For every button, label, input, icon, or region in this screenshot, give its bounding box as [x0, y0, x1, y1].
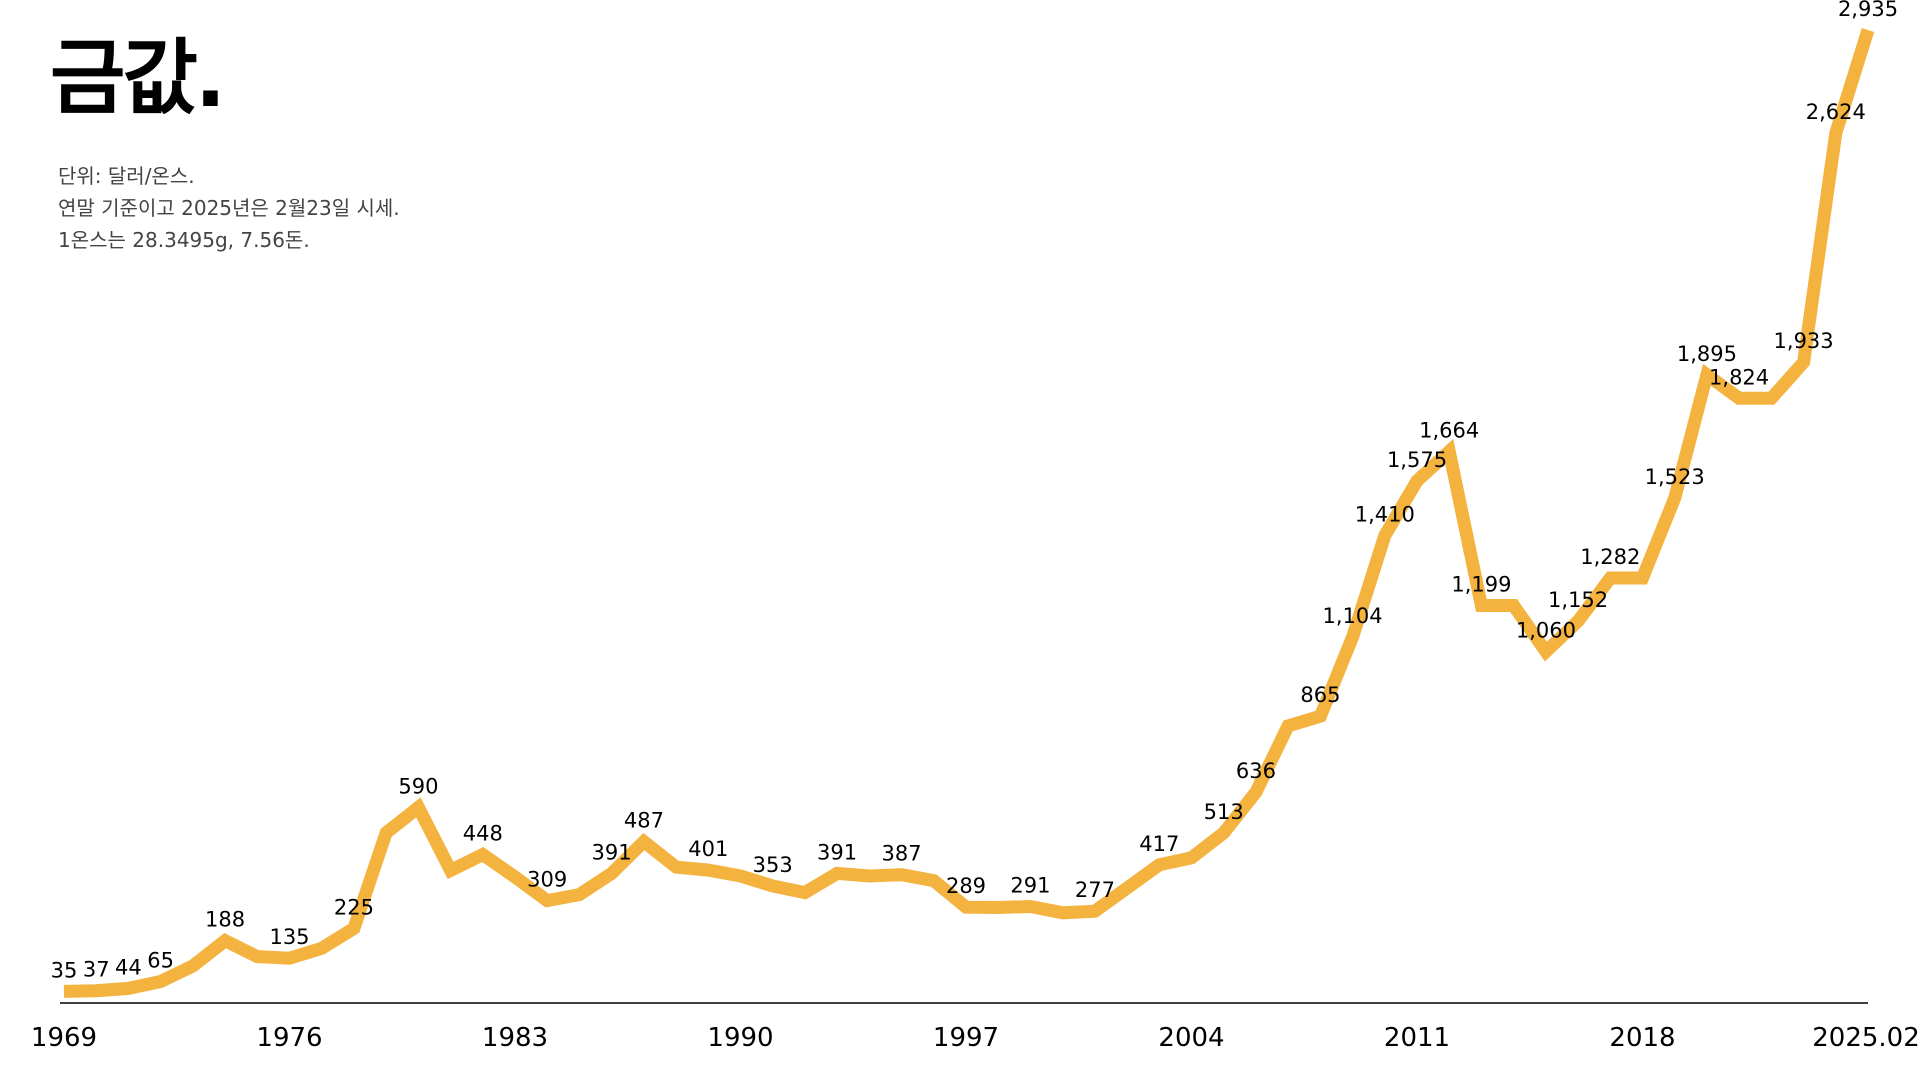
data-label: 513: [1204, 800, 1244, 824]
data-label: 135: [269, 925, 309, 949]
x-tick-label: 2004: [1158, 1023, 1224, 1053]
data-label: 2,935: [1838, 0, 1898, 21]
data-label: 353: [753, 853, 793, 877]
data-label: 1,282: [1580, 545, 1640, 569]
data-label: 1,933: [1774, 329, 1834, 353]
data-label: 309: [527, 868, 567, 892]
data-label: 65: [147, 949, 174, 973]
data-label: 865: [1300, 683, 1340, 707]
x-tick-label: 2018: [1609, 1023, 1675, 1053]
x-tick-labels: 1969 1976 1983 1990 1997 2004 2011 2018 2025.02: [31, 1023, 1920, 1053]
note-unit: 단위: 달러/온스.: [58, 164, 195, 188]
data-label: 417: [1139, 832, 1179, 856]
data-label: 1,895: [1677, 342, 1737, 366]
data-label: 1,152: [1548, 588, 1608, 612]
data-label: 225: [334, 895, 374, 919]
data-label: 391: [817, 840, 857, 864]
data-label: 401: [688, 837, 728, 861]
note-conversion: 1온스는 28.3495g, 7.56돈.: [58, 228, 310, 252]
data-label: 1,410: [1355, 503, 1415, 527]
gold-price-line: [63, 28, 1875, 998]
data-label: 1,575: [1387, 448, 1447, 472]
data-label: 291: [1010, 874, 1050, 898]
data-label: 188: [205, 908, 245, 932]
data-label: 590: [398, 774, 438, 798]
data-label: 1,104: [1323, 604, 1383, 628]
x-tick-label: 1969: [31, 1023, 97, 1053]
x-tick-label: 1990: [707, 1023, 773, 1053]
data-label: 1,824: [1709, 365, 1769, 389]
x-tick-label: 2025.02: [1812, 1023, 1920, 1053]
x-tick-label: 1983: [482, 1023, 548, 1053]
data-label: 1,523: [1645, 465, 1705, 489]
data-label: 44: [115, 955, 142, 979]
data-label: 277: [1075, 878, 1115, 902]
data-label: 391: [592, 840, 632, 864]
chart-notes: 단위: 달러/온스. 연말 기준이고 2025년은 2월23일 시세. 1온스는…: [58, 160, 400, 256]
data-label: 1,060: [1516, 619, 1576, 643]
data-labels: 35 37 44 65 188 135 225 590 448 309 391 487 401 353 39…: [51, 0, 1898, 982]
x-tick-label: 1976: [256, 1023, 322, 1053]
data-label: 448: [463, 822, 503, 846]
data-label: 1,199: [1451, 573, 1511, 597]
data-label: 2,624: [1806, 100, 1866, 124]
data-label: 487: [624, 809, 664, 833]
data-label: 387: [882, 842, 922, 866]
data-label: 636: [1236, 759, 1276, 783]
chart-title: 금값.: [50, 31, 226, 126]
x-tick-label: 2011: [1384, 1023, 1450, 1053]
data-label: 37: [83, 958, 110, 982]
data-label: 289: [946, 874, 986, 898]
data-label: 1,664: [1419, 418, 1479, 442]
note-basis: 연말 기준이고 2025년은 2월23일 시세.: [58, 196, 400, 220]
data-label: 35: [51, 958, 78, 982]
x-tick-label: 1997: [933, 1023, 999, 1053]
